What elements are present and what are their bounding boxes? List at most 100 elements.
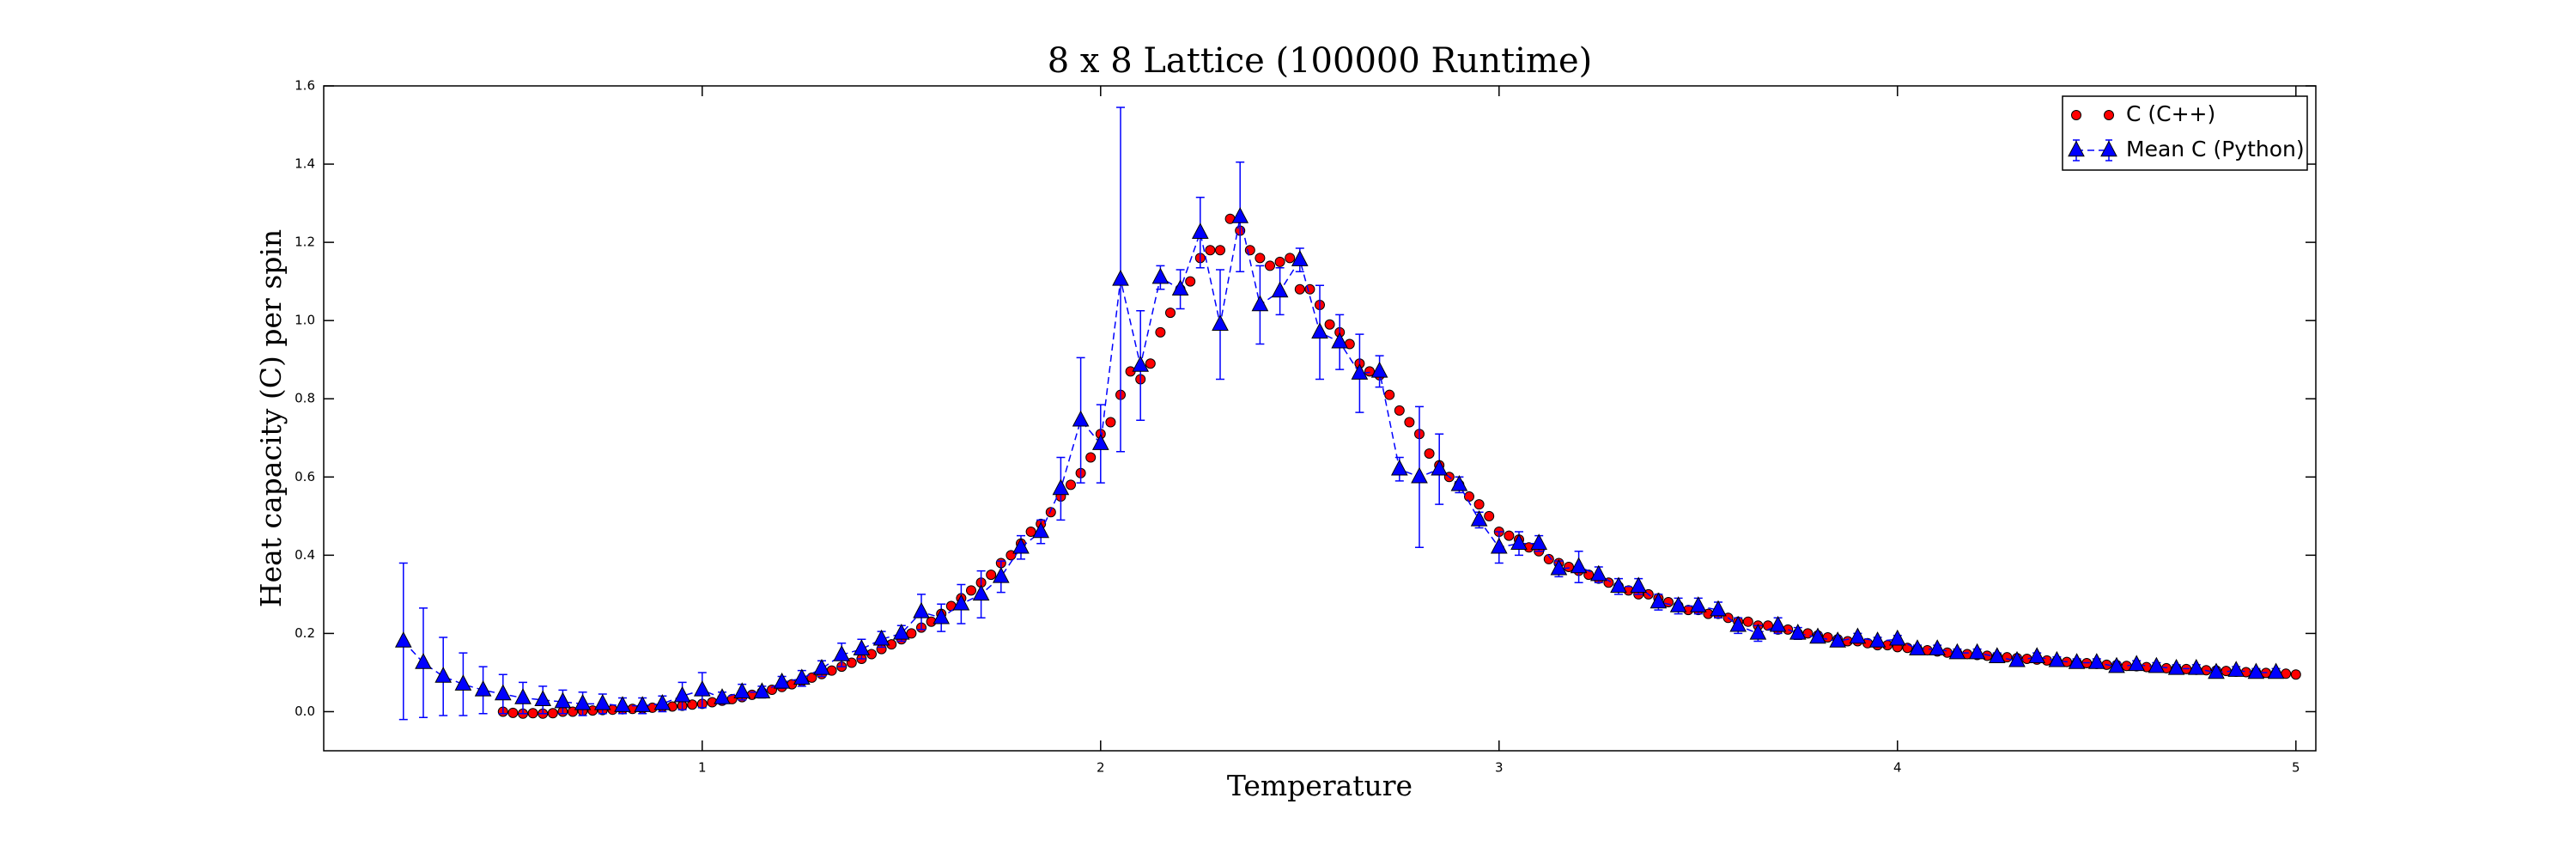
data-point xyxy=(1829,631,1847,648)
data-point xyxy=(1066,479,1076,490)
chart-title: 8 x 8 Lattice (100000 Runtime) xyxy=(1048,41,1592,81)
data-point xyxy=(2128,655,2146,672)
data-point xyxy=(952,594,970,611)
data-point xyxy=(1550,558,1568,576)
data-point xyxy=(587,705,598,716)
data-point xyxy=(986,570,997,581)
data-point xyxy=(1769,615,1787,632)
y-tick-label: 1.0 xyxy=(295,313,315,328)
y-tick-label: 1.2 xyxy=(295,235,315,250)
data-point xyxy=(1424,448,1435,459)
data-point xyxy=(693,680,711,697)
data-point xyxy=(1351,363,1369,380)
data-point xyxy=(1072,410,1090,427)
data-point xyxy=(434,667,453,683)
data-point xyxy=(1244,245,1255,256)
data-point xyxy=(653,693,671,710)
data-point xyxy=(966,585,976,596)
legend-label: C (C++) xyxy=(2126,101,2215,126)
data-point xyxy=(1470,509,1488,527)
data-point xyxy=(1610,576,1627,594)
data-point xyxy=(1331,332,1349,349)
data-point xyxy=(1291,250,1309,266)
data-point xyxy=(1155,326,1166,338)
data-point xyxy=(1504,530,1515,541)
data-point xyxy=(1032,521,1050,539)
data-point xyxy=(547,708,558,719)
data-point xyxy=(1450,474,1468,491)
data-point xyxy=(1888,629,1906,646)
data-point xyxy=(1849,627,1867,644)
data-point xyxy=(1165,308,1176,319)
data-point xyxy=(892,623,910,640)
y-axis-label: Heat capacity (C) per spin xyxy=(254,229,288,607)
data-point xyxy=(1274,256,1285,267)
data-point xyxy=(1045,507,1056,518)
data-point xyxy=(1742,616,1753,627)
data-point xyxy=(494,684,512,701)
data-point xyxy=(1112,269,1129,286)
data-point xyxy=(2148,656,2166,673)
legend-label: Mean C (Python) xyxy=(2126,137,2305,161)
data-point xyxy=(1464,491,1474,503)
data-point xyxy=(753,682,771,698)
y-tick-label: 0.8 xyxy=(295,391,315,406)
data-point xyxy=(1689,596,1707,612)
data-point xyxy=(2048,650,2066,667)
data-point xyxy=(1171,279,1189,296)
x-tick-label: 3 xyxy=(1495,760,1504,776)
legend-marker xyxy=(2104,110,2114,120)
data-point xyxy=(514,688,532,704)
data-point xyxy=(733,682,751,698)
data-point xyxy=(1390,459,1408,476)
data-point xyxy=(2187,658,2205,675)
data-point xyxy=(593,693,611,710)
data-point xyxy=(1789,623,1807,640)
legend-marker xyxy=(2100,140,2117,157)
data-point xyxy=(687,699,698,710)
data-point xyxy=(394,631,412,648)
y-tick-label: 0.0 xyxy=(295,704,315,719)
x-axis-label: Temperature xyxy=(1227,769,1413,802)
data-point xyxy=(1669,596,1687,612)
legend-marker xyxy=(2068,140,2085,157)
data-point xyxy=(972,584,990,601)
x-tick-label: 4 xyxy=(1893,760,1902,776)
data-point xyxy=(554,691,572,709)
data-point xyxy=(872,629,890,646)
data-point xyxy=(1012,537,1030,554)
data-point xyxy=(2247,662,2265,679)
data-point xyxy=(714,688,731,704)
data-point xyxy=(1490,537,1508,554)
data-point xyxy=(1311,322,1328,339)
data-point xyxy=(1929,639,1947,655)
data-point xyxy=(1255,253,1266,264)
data-point xyxy=(574,693,592,710)
data-point xyxy=(634,696,652,712)
plot-frame xyxy=(323,85,2317,752)
data-point xyxy=(2227,661,2245,677)
data-point xyxy=(1364,366,1375,377)
data-point xyxy=(1749,623,1767,640)
data-point xyxy=(806,672,817,683)
legend-box xyxy=(2062,95,2308,171)
data-point xyxy=(913,601,930,618)
data-point xyxy=(1251,295,1269,312)
data-point xyxy=(1151,267,1170,284)
data-point xyxy=(1510,533,1528,550)
data-point xyxy=(1215,245,1225,256)
data-point xyxy=(1212,314,1229,331)
data-point xyxy=(1710,600,1727,617)
data-point xyxy=(1411,466,1428,484)
data-point xyxy=(2008,650,2026,667)
data-point xyxy=(1649,592,1668,609)
data-point xyxy=(1729,615,1747,632)
data-point xyxy=(933,607,951,624)
x-tick-label: 1 xyxy=(698,760,707,776)
data-point xyxy=(1132,356,1150,372)
data-point xyxy=(1185,276,1196,287)
data-point xyxy=(2028,647,2046,663)
data-point xyxy=(1968,643,1986,660)
data-point xyxy=(773,672,791,689)
